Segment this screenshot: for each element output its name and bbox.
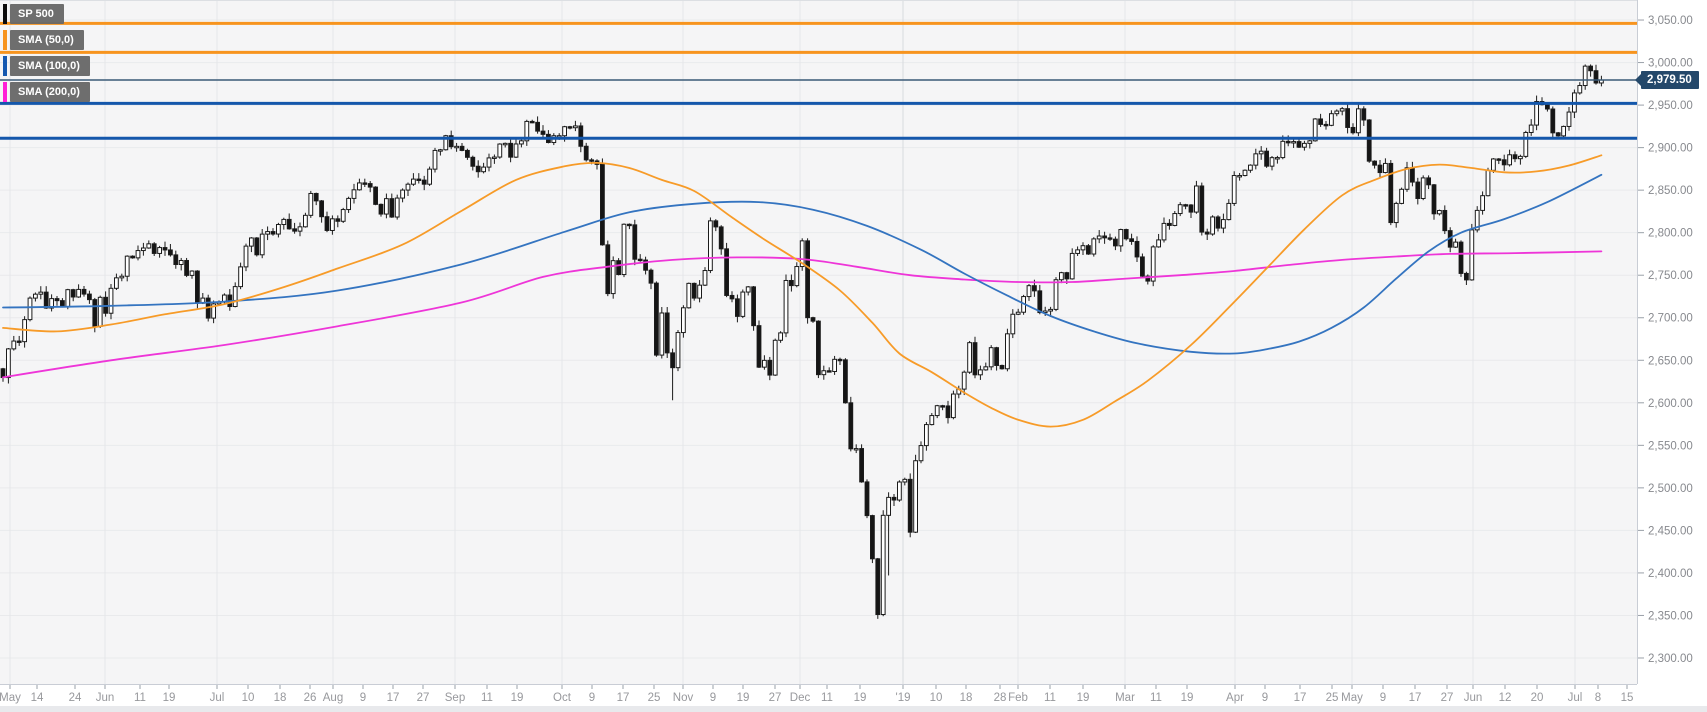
svg-text:25: 25 bbox=[1326, 692, 1339, 704]
svg-text:Sep: Sep bbox=[445, 692, 465, 704]
svg-text:24: 24 bbox=[69, 692, 82, 704]
svg-text:11: 11 bbox=[1150, 692, 1162, 704]
svg-text:15: 15 bbox=[1621, 692, 1634, 704]
sma-line-2000 bbox=[2, 250, 1603, 379]
svg-text:19: 19 bbox=[1077, 692, 1090, 704]
svg-text:2,700.00: 2,700.00 bbox=[1648, 313, 1693, 325]
svg-text:2,850.00: 2,850.00 bbox=[1648, 185, 1693, 197]
svg-text:11: 11 bbox=[821, 692, 833, 704]
sma-line-1000 bbox=[2, 173, 1603, 355]
svg-text:9: 9 bbox=[589, 692, 595, 704]
svg-text:19: 19 bbox=[511, 692, 524, 704]
svg-text:14: 14 bbox=[31, 692, 44, 704]
last-price-badge: 2,979.50 bbox=[1635, 71, 1699, 89]
svg-text:Nov: Nov bbox=[673, 692, 694, 704]
svg-text:19: 19 bbox=[163, 692, 176, 704]
svg-text:9: 9 bbox=[1380, 692, 1386, 704]
svg-text:11: 11 bbox=[481, 692, 493, 704]
svg-text:18: 18 bbox=[960, 692, 973, 704]
svg-text:Aug: Aug bbox=[323, 692, 343, 704]
svg-text:2,650.00: 2,650.00 bbox=[1648, 355, 1693, 367]
svg-text:2,800.00: 2,800.00 bbox=[1648, 228, 1693, 240]
svg-text:11: 11 bbox=[134, 692, 146, 704]
sma-line-500 bbox=[2, 154, 1603, 428]
svg-text:8: 8 bbox=[1595, 692, 1601, 704]
legend-item-sma50: SMA (50,0) bbox=[10, 30, 84, 50]
svg-text:2,300.00: 2,300.00 bbox=[1648, 653, 1693, 665]
legend-item-sp500: SP 500 bbox=[10, 4, 64, 24]
svg-text:17: 17 bbox=[1294, 692, 1307, 704]
time-axis[interactable]: May 14 24 Jun 11 19 Jul 10 18 26 Aug 9 17 27 Sep 11 19 Oc… bbox=[0, 685, 1633, 704]
level-lines bbox=[0, 21, 1641, 140]
svg-text:12: 12 bbox=[1499, 692, 1512, 704]
svg-text:May: May bbox=[1341, 692, 1363, 704]
svg-text:2,450.00: 2,450.00 bbox=[1648, 525, 1693, 537]
svg-text:27: 27 bbox=[417, 692, 430, 704]
svg-text:Jul: Jul bbox=[210, 692, 225, 704]
legend-item-sma100: SMA (100,0) bbox=[10, 56, 90, 76]
svg-text:28: 28 bbox=[994, 692, 1007, 704]
svg-text:18: 18 bbox=[274, 692, 287, 704]
svg-text:11: 11 bbox=[1044, 692, 1056, 704]
svg-text:Dec: Dec bbox=[790, 692, 811, 704]
svg-text:26: 26 bbox=[304, 692, 317, 704]
svg-text:Jun: Jun bbox=[1464, 692, 1483, 704]
svg-text:2,550.00: 2,550.00 bbox=[1648, 440, 1693, 452]
svg-text:2,900.00: 2,900.00 bbox=[1648, 143, 1693, 155]
svg-text:27: 27 bbox=[769, 692, 782, 704]
svg-text:27: 27 bbox=[1441, 692, 1454, 704]
svg-text:2,350.00: 2,350.00 bbox=[1648, 610, 1693, 622]
svg-text:3,000.00: 3,000.00 bbox=[1648, 58, 1693, 70]
svg-text:9: 9 bbox=[360, 692, 366, 704]
svg-text:2,400.00: 2,400.00 bbox=[1648, 568, 1693, 580]
svg-text:2,500.00: 2,500.00 bbox=[1648, 483, 1693, 495]
svg-text:17: 17 bbox=[387, 692, 400, 704]
svg-text:19: 19 bbox=[854, 692, 867, 704]
svg-text:19: 19 bbox=[1181, 692, 1194, 704]
sp500-stripe bbox=[3, 4, 7, 24]
svg-text:10: 10 bbox=[242, 692, 255, 704]
legend-item-sma200: SMA (200,0) bbox=[10, 82, 90, 102]
price-axis[interactable]: 3,050.00 3,000.00 2,950.00 2,900.00 2,850.00… bbox=[1638, 15, 1693, 665]
svg-text:Feb: Feb bbox=[1008, 692, 1028, 704]
svg-text:Mar: Mar bbox=[1115, 692, 1135, 704]
svg-text:9: 9 bbox=[1262, 692, 1268, 704]
svg-text:Jul: Jul bbox=[1568, 692, 1583, 704]
svg-text:20: 20 bbox=[1531, 692, 1544, 704]
svg-text:May: May bbox=[0, 692, 21, 704]
svg-text:3,050.00: 3,050.00 bbox=[1648, 15, 1693, 27]
sma100-stripe bbox=[3, 56, 7, 76]
svg-text:Oct: Oct bbox=[553, 692, 572, 704]
svg-text:9: 9 bbox=[710, 692, 716, 704]
svg-text:10: 10 bbox=[930, 692, 943, 704]
svg-text:19: 19 bbox=[737, 692, 750, 704]
svg-text:Jun: Jun bbox=[96, 692, 115, 704]
sma200-stripe bbox=[3, 82, 7, 102]
svg-text:'19: '19 bbox=[896, 692, 911, 704]
svg-text:2,950.00: 2,950.00 bbox=[1648, 100, 1693, 112]
svg-text:17: 17 bbox=[1409, 692, 1422, 704]
sma50-stripe bbox=[3, 30, 7, 50]
svg-text:25: 25 bbox=[648, 692, 661, 704]
svg-text:2,750.00: 2,750.00 bbox=[1648, 270, 1693, 282]
svg-text:Apr: Apr bbox=[1226, 692, 1244, 704]
svg-text:17: 17 bbox=[617, 692, 630, 704]
svg-text:2,600.00: 2,600.00 bbox=[1648, 398, 1693, 410]
